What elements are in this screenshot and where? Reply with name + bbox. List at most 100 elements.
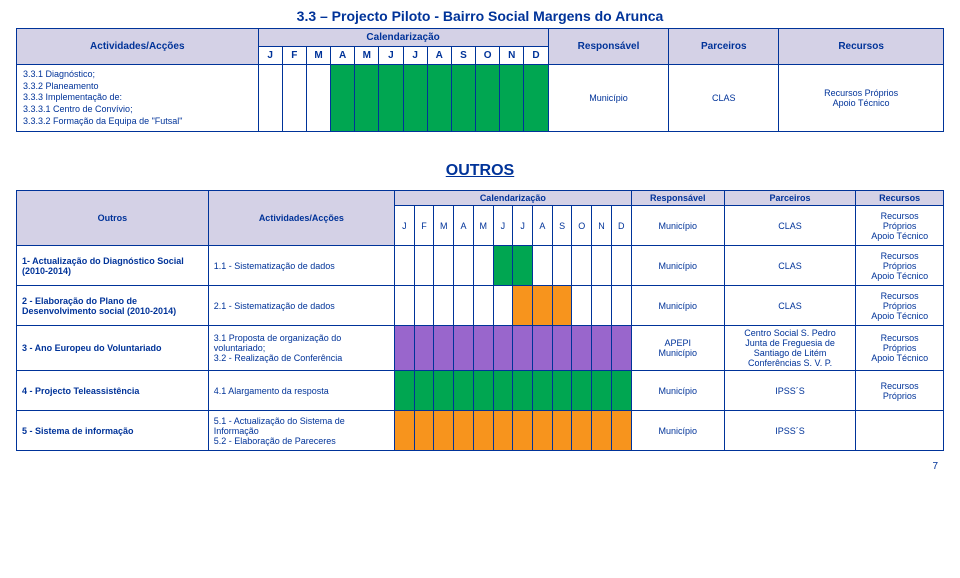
month-header: S	[552, 206, 572, 246]
outros-cell: 2 - Elaboração do Plano de Desenvolvimen…	[17, 286, 209, 326]
month-header: M	[434, 206, 454, 246]
month-cell	[611, 246, 631, 286]
month-header: M	[355, 47, 379, 65]
month-cell	[414, 246, 434, 286]
month-cell	[611, 286, 631, 326]
month-cell	[473, 411, 493, 451]
th-responsavel: Responsável	[548, 29, 669, 65]
month-cell	[394, 286, 414, 326]
outros-cell: 1- Actualização do Diagnóstico Social (2…	[17, 246, 209, 286]
section-title: 3.3 – Projecto Piloto - Bairro Social Ma…	[16, 8, 944, 24]
parceiros-cell: CLAS	[669, 65, 779, 132]
month-header: D	[611, 206, 631, 246]
month-header: A	[533, 206, 553, 246]
month-cell	[552, 371, 572, 411]
month-cell	[592, 411, 612, 451]
resp-cell: Município	[631, 246, 724, 286]
actividades-cell: 1.1 - Sistematização de dados	[208, 246, 394, 286]
month-header: J	[493, 206, 513, 246]
month-cell	[552, 411, 572, 451]
th-actividades: Actividades/Acções	[17, 29, 259, 65]
month-cell	[493, 246, 513, 286]
month-cell	[434, 286, 454, 326]
month-header: J	[394, 206, 414, 246]
month-cell	[434, 371, 454, 411]
month-cell	[493, 371, 513, 411]
th-calendarizacao: Calendarização	[258, 29, 548, 47]
month-cell	[454, 411, 474, 451]
month-cell	[394, 411, 414, 451]
th-parceiros: Parceiros	[724, 191, 855, 206]
month-cell	[533, 246, 553, 286]
month-cell	[533, 326, 553, 371]
month-cell	[434, 246, 454, 286]
month-cell	[454, 371, 474, 411]
month-cell	[572, 246, 592, 286]
parc-cell: IPSS´S	[724, 411, 855, 451]
month-header: N	[592, 206, 612, 246]
month-cell	[379, 65, 403, 132]
month-cell	[473, 286, 493, 326]
month-header: N	[500, 47, 524, 65]
month-cell	[611, 371, 631, 411]
resp-cell: Município	[631, 371, 724, 411]
month-header: A	[331, 47, 355, 65]
th-calendarizacao: Calendarização	[394, 191, 631, 206]
th-parceiros: Parceiros	[669, 29, 779, 65]
outros-table: OutrosActividades/AcçõesCalendarizaçãoRe…	[16, 190, 944, 451]
parc-cell: IPSS´S	[724, 371, 855, 411]
month-header: J	[379, 47, 403, 65]
month-cell	[451, 65, 475, 132]
month-cell	[473, 326, 493, 371]
page-number: 7	[16, 461, 944, 472]
month-header: M	[473, 206, 493, 246]
project-row: 3.3.1 Diagnóstico; 3.3.2 Planeamento 3.3…	[17, 65, 944, 132]
month-cell	[434, 326, 454, 371]
th-recursos: Recursos	[779, 29, 944, 65]
month-cell	[414, 286, 434, 326]
outros-title: OUTROS	[16, 162, 944, 180]
month-cell	[282, 65, 306, 132]
actividades-cell: 2.1 - Sistematização de dados	[208, 286, 394, 326]
outros-cell: 4 - Projecto Teleassistência	[17, 371, 209, 411]
rec-cell: Recursos Próprios Apoio Técnico	[856, 286, 944, 326]
resp-cell: Município	[631, 286, 724, 326]
rec-cell: Recursos Próprios Apoio Técnico	[856, 246, 944, 286]
month-cell	[500, 65, 524, 132]
month-cell	[572, 326, 592, 371]
resp-cell: Município	[631, 206, 724, 246]
parc-cell: CLAS	[724, 286, 855, 326]
parc-cell: CLAS	[724, 206, 855, 246]
month-header: F	[414, 206, 434, 246]
month-cell	[611, 326, 631, 371]
rec-cell: Recursos Próprios	[856, 371, 944, 411]
rec-cell	[856, 411, 944, 451]
th-responsavel: Responsável	[631, 191, 724, 206]
month-header: A	[454, 206, 474, 246]
month-cell	[473, 371, 493, 411]
month-cell	[592, 326, 612, 371]
month-cell	[427, 65, 451, 132]
month-header: S	[451, 47, 475, 65]
month-cell	[513, 326, 533, 371]
parc-cell: CLAS	[724, 246, 855, 286]
month-cell	[476, 65, 500, 132]
month-cell	[513, 246, 533, 286]
actividades-cell: 4.1 Alargamento da resposta	[208, 371, 394, 411]
month-cell	[473, 246, 493, 286]
parc-cell: Centro Social S. Pedro Junta de Freguesi…	[724, 326, 855, 371]
project-table: Actividades/Acções Calendarização Respon…	[16, 28, 944, 132]
month-header: A	[427, 47, 451, 65]
month-cell	[414, 411, 434, 451]
th-actividades: Actividades/Acções	[208, 191, 394, 246]
rec-cell: Recursos Próprios Apoio Técnico	[856, 206, 944, 246]
month-cell	[611, 411, 631, 451]
month-cell	[394, 326, 414, 371]
month-cell	[513, 371, 533, 411]
th-outros: Outros	[17, 191, 209, 246]
rec-cell: Recursos Próprios Apoio Técnico	[856, 326, 944, 371]
month-cell	[434, 411, 454, 451]
month-cell	[403, 65, 427, 132]
month-cell	[258, 65, 282, 132]
month-cell	[414, 326, 434, 371]
